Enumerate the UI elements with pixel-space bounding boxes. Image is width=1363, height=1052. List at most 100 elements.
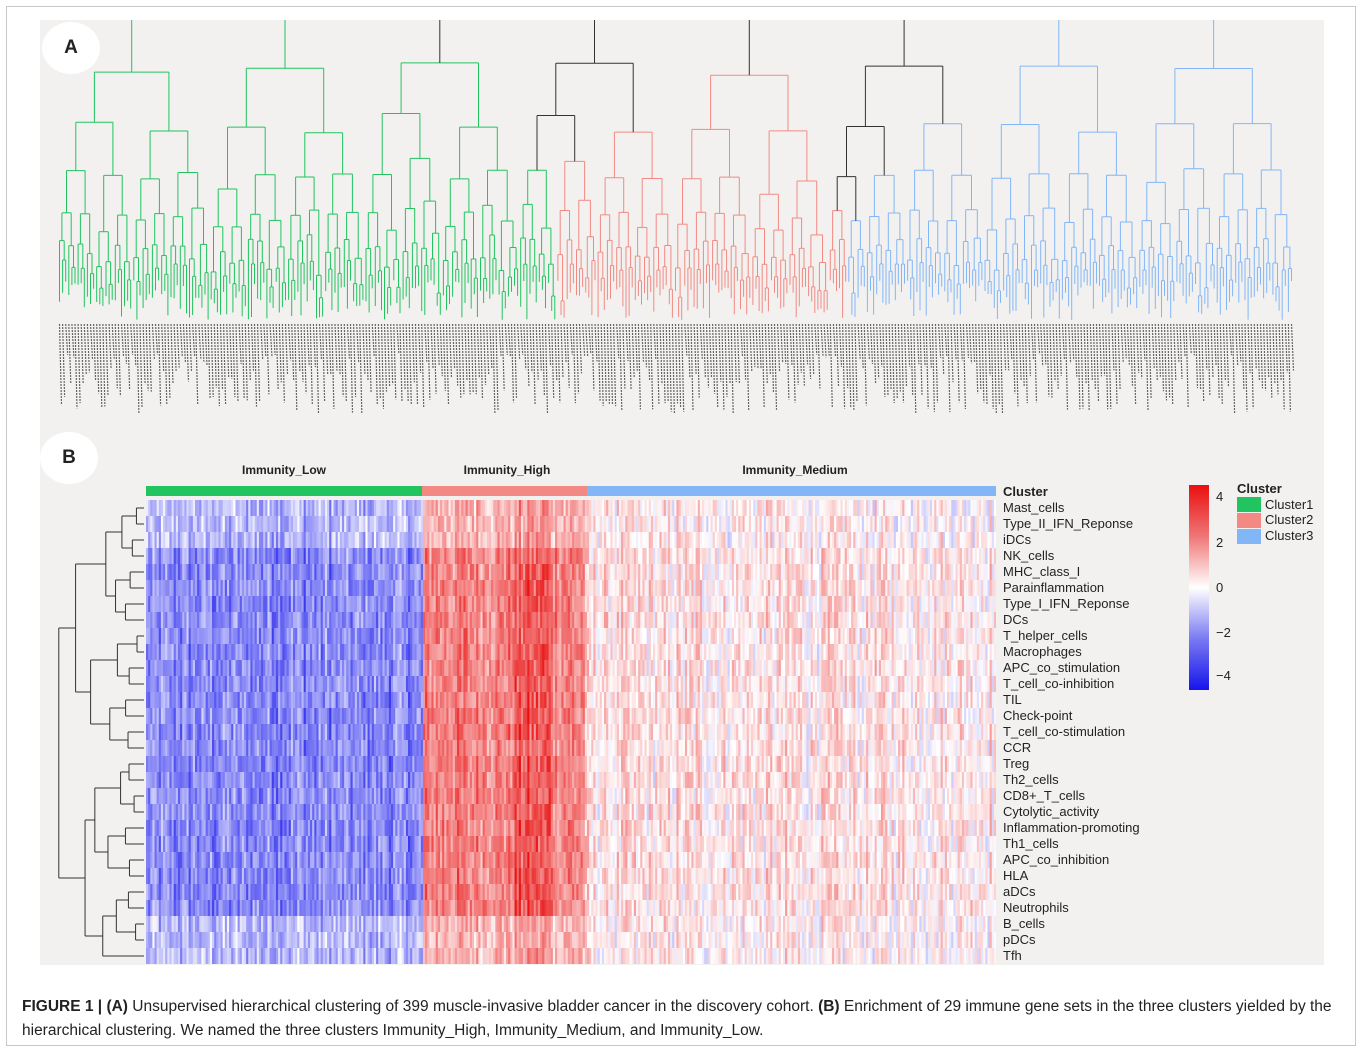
heatmap-cell bbox=[719, 580, 722, 596]
heatmap-cell bbox=[269, 564, 273, 580]
heatmap-cell bbox=[859, 548, 863, 564]
heatmap-cell bbox=[753, 500, 756, 516]
heatmap-cell bbox=[855, 500, 859, 516]
sample-leaf-label bbox=[910, 323, 914, 395]
heatmap-cell bbox=[559, 532, 563, 548]
heatmap-cell bbox=[831, 532, 835, 548]
heatmap-cell bbox=[205, 500, 209, 516]
heatmap-cell bbox=[329, 548, 332, 564]
heatmap-cell bbox=[883, 596, 886, 612]
heatmap-cell bbox=[405, 596, 409, 612]
heatmap-cell bbox=[763, 532, 767, 548]
heatmap-cell bbox=[207, 580, 211, 596]
heatmap-cell bbox=[237, 500, 241, 516]
sample-leaf-label bbox=[182, 323, 186, 363]
heatmap-cell bbox=[682, 596, 686, 612]
heatmap-cell bbox=[523, 580, 526, 596]
heatmap-cell bbox=[199, 532, 202, 548]
sample-leaf-label bbox=[479, 323, 484, 400]
heatmap-cell bbox=[182, 564, 185, 580]
heatmap-cell bbox=[955, 564, 959, 580]
heatmap-cell bbox=[831, 596, 835, 612]
heatmap-cell bbox=[165, 596, 168, 612]
heatmap-cell bbox=[797, 564, 801, 580]
heatmap-cell bbox=[282, 500, 286, 516]
heatmap-cell bbox=[876, 548, 880, 564]
heatmap-cell bbox=[491, 548, 494, 564]
heatmap-cell bbox=[653, 580, 656, 596]
heatmap-cell bbox=[371, 500, 375, 516]
heatmap-cell bbox=[714, 596, 718, 612]
heatmap-cell bbox=[518, 596, 522, 612]
heatmap-cell bbox=[422, 500, 426, 516]
heatmap-cell bbox=[399, 548, 403, 564]
heatmap-cell bbox=[352, 612, 356, 628]
heatmap-cell bbox=[465, 516, 469, 532]
sample-leaf-label bbox=[1074, 323, 1078, 377]
heatmap-cell bbox=[618, 500, 622, 516]
heatmap-cell bbox=[674, 548, 678, 564]
sample-leaf-label bbox=[492, 323, 496, 414]
heatmap-cell bbox=[341, 596, 345, 612]
heatmap-cell bbox=[280, 564, 283, 580]
heatmap-cell bbox=[712, 532, 716, 548]
heatmap-cell bbox=[687, 532, 690, 548]
heatmap-cell bbox=[612, 500, 616, 516]
heatmap-cell bbox=[606, 564, 609, 580]
heatmap-cell bbox=[657, 564, 661, 580]
heatmap-cell bbox=[171, 516, 175, 532]
heatmap-cell bbox=[991, 500, 995, 516]
heatmap-cell bbox=[927, 516, 931, 532]
heatmap-cell bbox=[938, 564, 942, 580]
heatmap-cell bbox=[167, 612, 171, 628]
heatmap-cell bbox=[520, 596, 524, 612]
heatmap-cell bbox=[793, 516, 797, 532]
heatmap-cell bbox=[927, 564, 931, 580]
heatmap-cell bbox=[748, 516, 752, 532]
sample-leaf-label bbox=[170, 323, 174, 384]
heatmap-cell bbox=[855, 564, 859, 580]
sample-leaf-label bbox=[318, 323, 323, 360]
heatmap-cell bbox=[755, 596, 758, 612]
heatmap-cell bbox=[659, 532, 663, 548]
heatmap-cell bbox=[295, 564, 298, 580]
heatmap-cell bbox=[399, 580, 403, 596]
heatmap-cell bbox=[872, 564, 876, 580]
heatmap-cell bbox=[702, 548, 705, 564]
heatmap-cell bbox=[363, 532, 367, 548]
sample-leaf-label bbox=[786, 323, 790, 400]
heatmap-cell bbox=[318, 564, 322, 580]
heatmap-cell bbox=[800, 532, 803, 548]
heatmap-cell bbox=[482, 580, 486, 596]
heatmap-cell bbox=[160, 596, 164, 612]
heatmap-cell bbox=[929, 516, 933, 532]
heatmap-cell bbox=[233, 516, 237, 532]
heatmap-cell bbox=[687, 548, 690, 564]
heatmap-cell bbox=[921, 532, 925, 548]
heatmap-cell bbox=[674, 564, 678, 580]
heatmap-cell bbox=[955, 548, 959, 564]
heatmap-cell bbox=[557, 612, 560, 628]
sample-leaf-label bbox=[873, 323, 877, 384]
heatmap-cell bbox=[229, 596, 232, 612]
heatmap-cell bbox=[563, 612, 567, 628]
heatmap-cell bbox=[957, 500, 961, 516]
sample-leaf-label bbox=[968, 323, 973, 364]
heatmap-cell bbox=[951, 500, 954, 516]
heatmap-cell bbox=[333, 612, 337, 628]
heatmap-cell bbox=[876, 580, 880, 596]
heatmap-cell bbox=[827, 580, 831, 596]
heatmap-cell bbox=[503, 564, 507, 580]
heatmap-cell bbox=[727, 548, 731, 564]
heatmap-cell bbox=[834, 532, 837, 548]
heatmap-cell bbox=[537, 564, 541, 580]
cluster1-annotation-bar bbox=[146, 486, 422, 496]
heatmap-cell bbox=[267, 612, 271, 628]
heatmap-cell bbox=[363, 548, 367, 564]
heatmap-cell bbox=[365, 548, 369, 564]
heatmap-cell bbox=[927, 596, 931, 612]
sample-leaf-label bbox=[1222, 323, 1226, 381]
heatmap-cell bbox=[964, 516, 967, 532]
heatmap-cell bbox=[804, 532, 807, 548]
heatmap-cell bbox=[640, 580, 643, 596]
